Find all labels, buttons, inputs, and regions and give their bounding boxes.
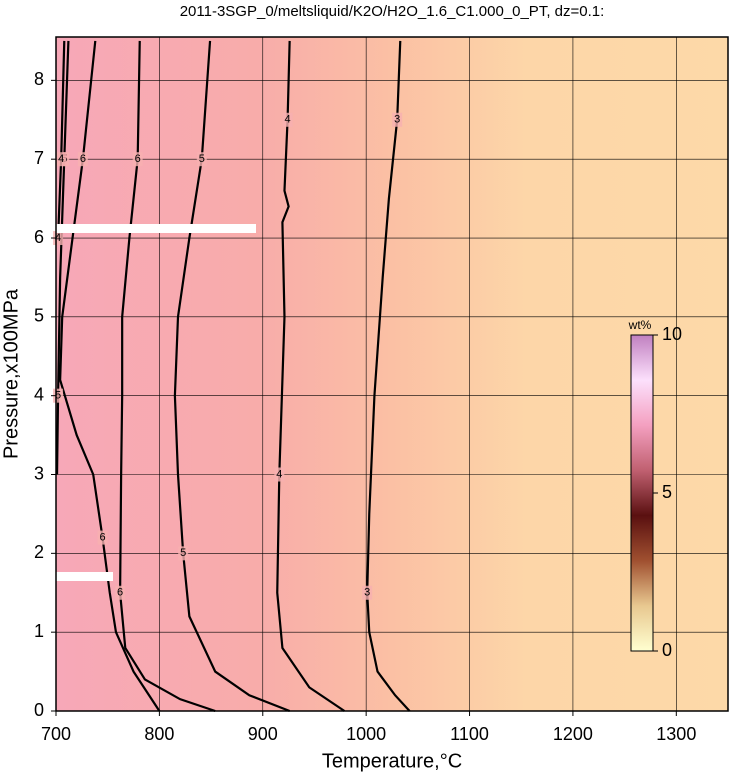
y-tick-label: 1 bbox=[34, 621, 44, 641]
contour-label-bg bbox=[274, 467, 285, 482]
contour-line bbox=[276, 40, 346, 712]
contour-line bbox=[118, 40, 216, 713]
contour-label: 6 bbox=[135, 153, 141, 165]
contour-label: 5 bbox=[199, 153, 205, 165]
colorbar-label: wt% bbox=[628, 318, 652, 332]
x-tick-label: 900 bbox=[248, 724, 278, 744]
plot-frame bbox=[55, 36, 729, 712]
data-gap bbox=[56, 224, 256, 233]
x-tick-label: 1200 bbox=[553, 724, 593, 744]
chart-title: 2011-3SGP_0/meltsliquid/K2O/H2O_1.6_C1.0… bbox=[180, 3, 605, 20]
x-tick-label: 1000 bbox=[346, 724, 386, 744]
x-axis-label: Temperature,°C bbox=[322, 750, 462, 772]
y-tick-label: 3 bbox=[34, 463, 44, 483]
y-tick-label: 7 bbox=[34, 148, 44, 168]
contour-label-bg bbox=[196, 152, 207, 167]
contour-label-bg bbox=[115, 585, 126, 600]
x-tick-label: 1300 bbox=[656, 724, 696, 744]
colorbar-tick-label: 10 bbox=[662, 324, 682, 344]
data-gap bbox=[56, 572, 113, 581]
y-tick-label: 4 bbox=[34, 384, 44, 404]
colorbar bbox=[630, 334, 654, 652]
contour-label: 3 bbox=[364, 587, 370, 599]
contour-label: 4 bbox=[58, 153, 64, 165]
contour-label: 5 bbox=[180, 547, 186, 559]
contour-label: 4 bbox=[285, 114, 291, 126]
contour-label-bg bbox=[56, 152, 67, 167]
contour-label-bg bbox=[282, 112, 293, 127]
y-tick-label: 6 bbox=[34, 227, 44, 247]
contour-label: 5 bbox=[55, 390, 61, 402]
contour-label-bg bbox=[77, 152, 88, 167]
contour-label: 6 bbox=[80, 153, 86, 165]
contour-label-bg bbox=[132, 152, 143, 167]
contour-label: 3 bbox=[394, 114, 400, 126]
contour-line bbox=[59, 40, 161, 712]
contour-line bbox=[366, 40, 411, 712]
plot-background bbox=[56, 37, 728, 711]
contour-label: 6 bbox=[99, 531, 105, 543]
x-tick-label: 700 bbox=[41, 724, 71, 744]
colorbar-tick-label: 0 bbox=[662, 640, 672, 660]
contour-line bbox=[55, 40, 70, 475]
x-tick-label: 800 bbox=[144, 724, 174, 744]
contour-label: 4 bbox=[276, 468, 282, 480]
contour-label: 4 bbox=[55, 232, 61, 244]
contour-label-bg bbox=[97, 530, 108, 545]
y-tick-label: 0 bbox=[34, 700, 44, 720]
contour-label-bg bbox=[53, 388, 64, 403]
y-tick-label: 2 bbox=[34, 542, 44, 562]
contour-label: 6 bbox=[117, 587, 123, 599]
contour-label-bg bbox=[362, 585, 373, 600]
contour-label-bg bbox=[392, 112, 403, 127]
colorbar-tick-label: 5 bbox=[662, 482, 672, 502]
y-tick-label: 8 bbox=[34, 69, 44, 89]
y-tick-label: 5 bbox=[34, 306, 44, 326]
x-tick-label: 1100 bbox=[450, 724, 489, 744]
contour-label-bg bbox=[178, 546, 189, 561]
contour-line bbox=[173, 40, 291, 713]
y-axis-label: Pressure,x100MPa bbox=[0, 288, 22, 459]
contour-label-bg bbox=[53, 231, 64, 246]
